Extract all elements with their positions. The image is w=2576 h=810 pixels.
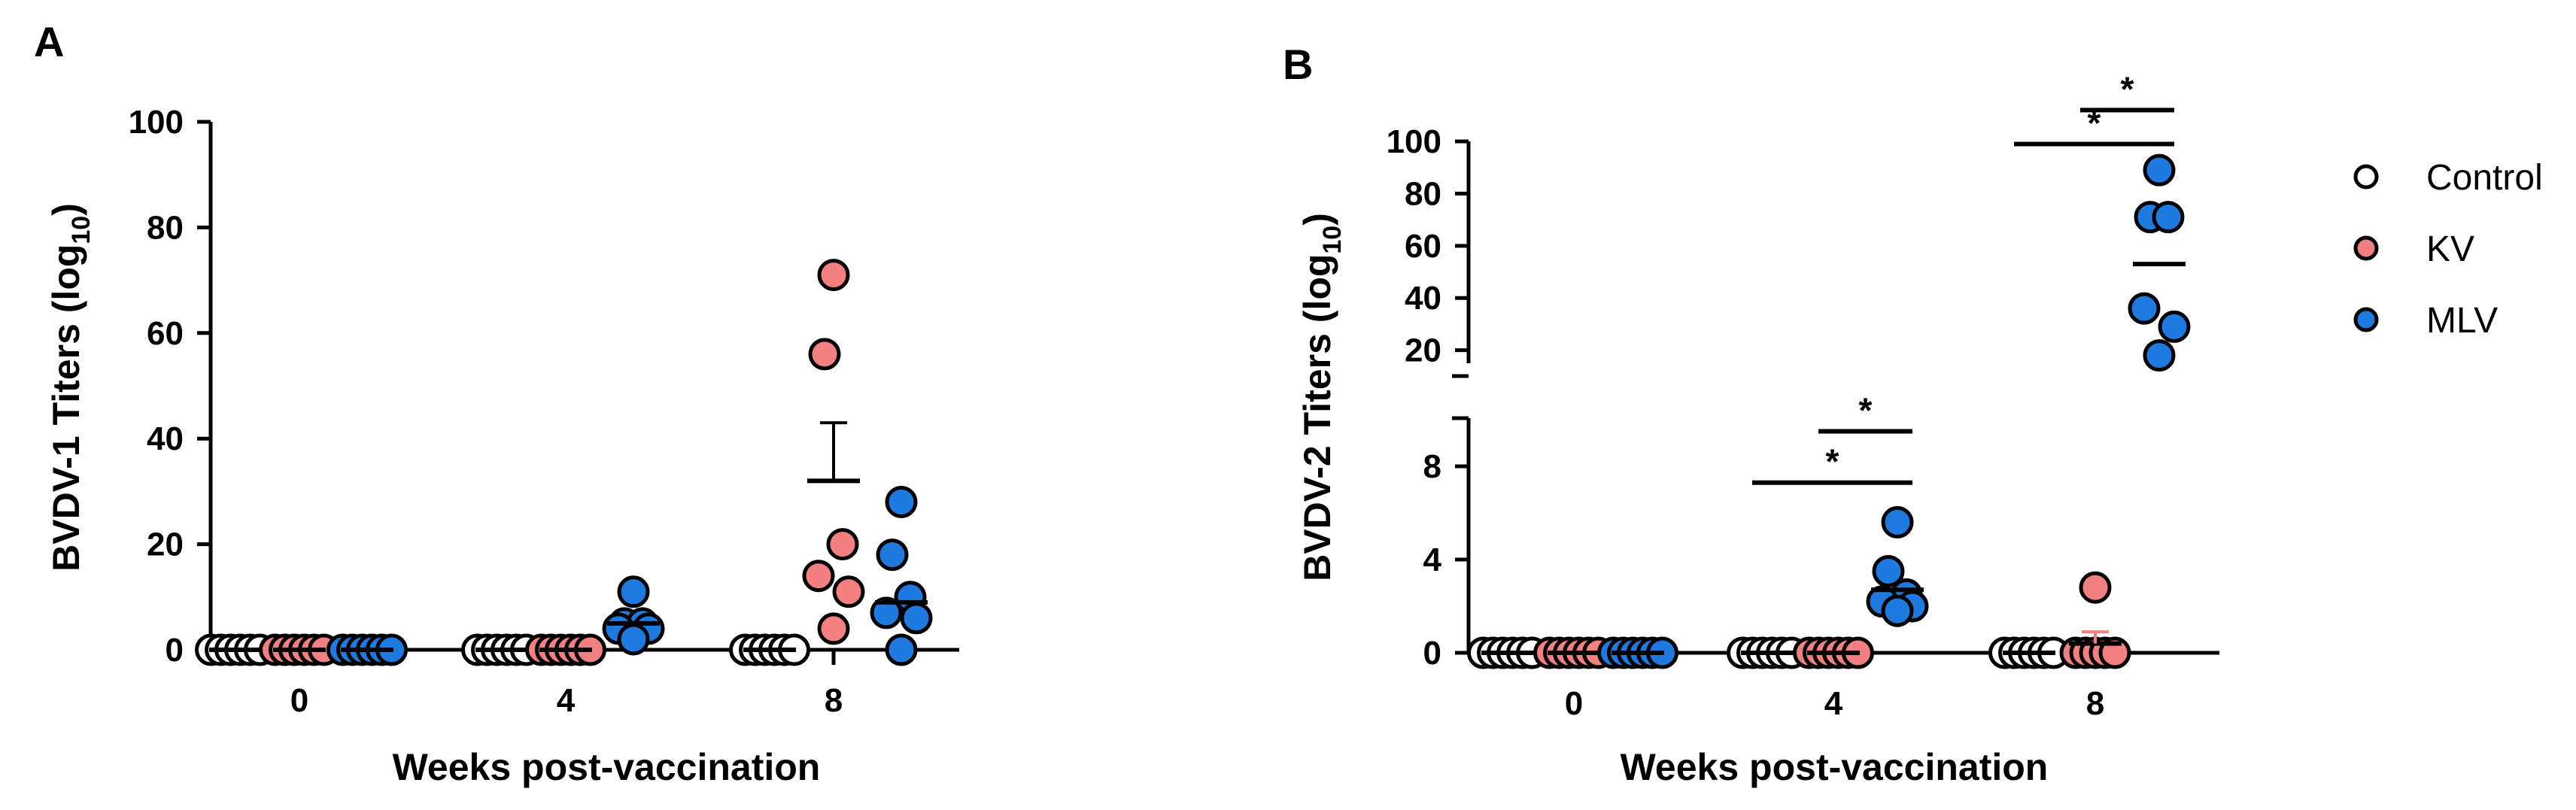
- y-tick-label: 20: [1405, 332, 1441, 369]
- data-point-mlv: [2158, 310, 2191, 343]
- data-point-kv: [832, 575, 865, 608]
- data-point-mlv: [2143, 339, 2176, 372]
- legend-swatch-kv: [2353, 235, 2379, 261]
- data-point-mlv: [2128, 292, 2161, 325]
- y-tick-label: 4: [1423, 542, 1442, 578]
- panel-b-significance: * * * *: [1752, 69, 2174, 485]
- data-point-kv: [817, 612, 850, 645]
- significance-label: *: [1826, 442, 1839, 481]
- panel-b-y-label: BVDV-2 Titers (log10): [1296, 213, 1347, 581]
- y-tick-label: 20: [147, 526, 184, 563]
- panel-b-y-ticks: 0 4 8 20 40 60 80 100: [1387, 123, 1469, 672]
- data-point-kv: [802, 560, 835, 593]
- panel-a-y-ticks: 0 20 40 60 80 100: [129, 104, 211, 669]
- panel-b-y-label-close: ): [1296, 213, 1338, 226]
- significance-label: *: [2088, 103, 2101, 142]
- y-tick-label: 8: [1423, 448, 1441, 485]
- legend: Control KV MLV: [2353, 158, 2543, 341]
- legend-label-kv: KV: [2426, 229, 2474, 269]
- x-tick-label: 4: [557, 682, 576, 719]
- panel-a-marks: [195, 259, 933, 666]
- panel-a-x-label: Weeks post-vaccination: [393, 746, 821, 788]
- data-point-kv: [2079, 571, 2112, 604]
- data-point-kv: [817, 259, 850, 292]
- x-tick-label: 8: [825, 682, 843, 719]
- data-point-mlv: [885, 633, 918, 666]
- panel-a-y-label-close: ): [45, 203, 87, 216]
- y-tick-label: 100: [1387, 123, 1441, 160]
- x-tick-label: 0: [1565, 685, 1583, 722]
- data-point-mlv: [617, 623, 650, 656]
- panel-b-y-label-sub: 10: [1318, 226, 1347, 254]
- data-point-mlv: [617, 575, 650, 608]
- panel-a-y-label-main: BVDV-1 Titers (log: [45, 244, 87, 572]
- data-point-mlv: [870, 596, 903, 629]
- data-point-mlv: [900, 602, 933, 635]
- data-point-mlv: [885, 485, 918, 518]
- y-tick-label: 80: [147, 209, 184, 246]
- panel-label-a: A: [34, 18, 64, 65]
- panel-label-b: B: [1283, 41, 1313, 88]
- data-point-mlv: [1872, 555, 1905, 587]
- y-tick-label: 60: [1405, 228, 1441, 265]
- legend-swatch-mlv: [2353, 307, 2379, 332]
- panel-b-marks: [1467, 153, 2191, 669]
- significance-label: *: [2121, 69, 2134, 108]
- data-point-mlv: [2152, 201, 2185, 234]
- y-tick-label: 100: [129, 104, 184, 141]
- data-point-kv: [808, 338, 841, 371]
- panel-b-x-label: Weeks post-vaccination: [1621, 746, 2049, 788]
- y-tick-label: 40: [1405, 280, 1441, 317]
- panel-a-y-label: BVDV-1 Titers (log10): [45, 203, 96, 572]
- legend-label-mlv: MLV: [2426, 301, 2498, 341]
- data-point-mlv: [2143, 153, 2176, 187]
- legend-label-control: Control: [2426, 158, 2543, 198]
- x-tick-label: 4: [1824, 685, 1843, 722]
- y-tick-label: 60: [147, 315, 184, 352]
- y-tick-label: 0: [1423, 635, 1441, 672]
- legend-swatch-control: [2353, 164, 2379, 190]
- significance-label: *: [1859, 391, 1873, 430]
- panel-b-y-label-main: BVDV-2 Titers (log: [1296, 254, 1338, 581]
- x-tick-label: 0: [290, 682, 308, 719]
- panel-a-axes: [208, 122, 959, 652]
- data-point-mlv: [1881, 505, 1914, 538]
- data-point-kv: [826, 528, 859, 561]
- x-tick-label: 8: [2086, 685, 2104, 722]
- panel-a-y-label-sub: 10: [67, 216, 96, 244]
- data-point-mlv: [1881, 594, 1914, 627]
- data-point-mlv: [876, 538, 909, 572]
- y-tick-label: 40: [147, 420, 184, 457]
- y-tick-label: 80: [1405, 175, 1441, 212]
- y-tick-label: 0: [166, 632, 184, 669]
